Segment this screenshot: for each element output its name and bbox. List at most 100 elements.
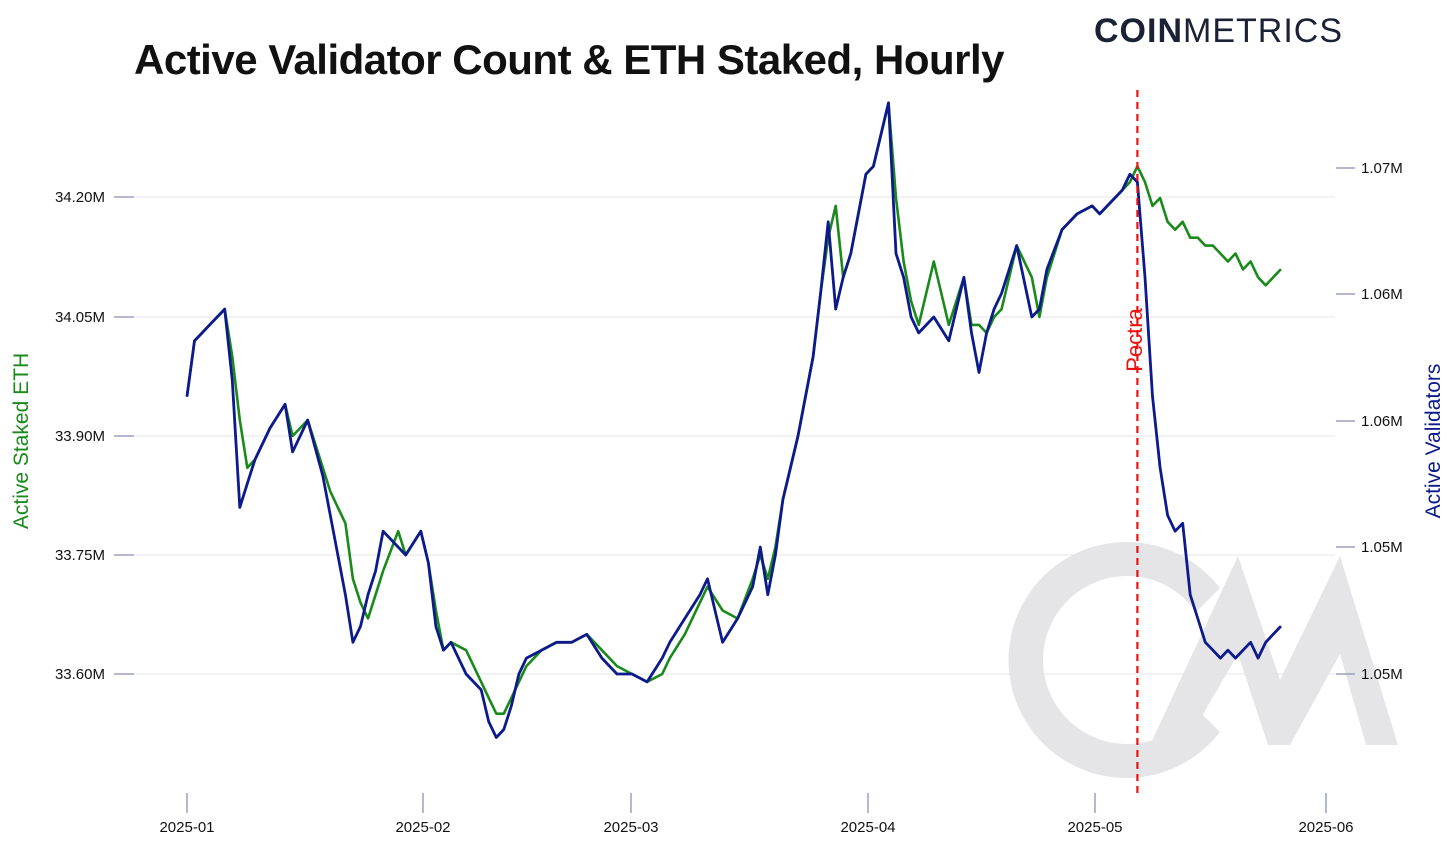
active-validators-point xyxy=(933,316,935,318)
watermark-c-shape xyxy=(1008,542,1220,778)
active-validators-point xyxy=(186,395,188,398)
active-validators-point xyxy=(1000,292,1003,295)
active-validators-point xyxy=(895,252,897,255)
staked-eth-point xyxy=(1000,308,1003,310)
active-validators-point xyxy=(902,276,905,279)
staked-eth-point xyxy=(1129,181,1131,183)
active-validators-point xyxy=(601,657,603,659)
staked-eth-point xyxy=(1257,276,1259,279)
left-y-axis: 33.60M 33.75M 33.90M 34.05M 34.20M Activ… xyxy=(10,189,134,683)
staked-eth-point xyxy=(895,197,897,199)
active-validators-point xyxy=(269,427,271,429)
active-validators-point xyxy=(1264,641,1267,644)
x-tick-label: 2025-05 xyxy=(1067,819,1122,836)
staked-eth-point xyxy=(1227,260,1229,263)
active-validators-point xyxy=(1008,268,1010,271)
active-validators-point xyxy=(910,316,912,318)
active-validators-point xyxy=(1144,276,1146,279)
left-tick-label: 34.05M xyxy=(55,309,105,326)
staked-eth-point xyxy=(1219,252,1222,255)
staked-eth-point xyxy=(699,601,701,604)
active-validators-point xyxy=(759,546,762,548)
active-validators-point xyxy=(1015,244,1018,247)
active-validators-point xyxy=(435,625,437,628)
active-validators-point xyxy=(827,221,829,223)
active-validators-point xyxy=(834,308,837,310)
left-tick-label: 34.20M xyxy=(55,189,105,206)
left-tick-label: 33.60M xyxy=(55,666,105,683)
active-validators-point xyxy=(812,355,814,358)
active-validators-point xyxy=(1098,213,1101,215)
active-validators-point xyxy=(374,570,377,572)
active-validators-point xyxy=(239,506,241,509)
active-validators-point xyxy=(427,562,430,564)
left-tick-label: 33.75M xyxy=(55,547,105,564)
left-axis-title: Active Staked ETH xyxy=(10,353,33,529)
active-validators-point xyxy=(231,379,234,382)
active-validators-point xyxy=(751,585,754,588)
active-validators-point xyxy=(382,530,384,532)
right-tick-label: 1.05M xyxy=(1361,539,1403,556)
active-validators-point xyxy=(404,554,407,556)
logo-coin: COIN xyxy=(1094,12,1183,50)
staked-eth-point xyxy=(1031,276,1033,279)
active-validators-point xyxy=(1159,466,1161,469)
staked-eth-point xyxy=(374,593,377,596)
staked-eth-point xyxy=(1159,197,1161,199)
logo-metrics: METRICS xyxy=(1183,12,1343,50)
active-validators-point xyxy=(1181,522,1184,525)
staked-eth-point xyxy=(993,316,995,318)
active-validators-point xyxy=(254,459,256,461)
staked-eth-point xyxy=(1234,252,1237,255)
active-validators-point xyxy=(367,593,369,596)
active-validators-point xyxy=(646,681,648,683)
active-validators-point xyxy=(1234,657,1237,659)
active-validators-point xyxy=(1189,593,1191,596)
active-validators-point xyxy=(631,673,633,675)
active-validators-point xyxy=(570,641,573,644)
staked-eth-point xyxy=(359,601,362,604)
staked-eth-point xyxy=(397,530,400,532)
pectra-label: Pectra xyxy=(1122,307,1147,371)
staked-eth-point xyxy=(1151,205,1154,207)
active-validators-point xyxy=(669,641,671,644)
active-validators-point xyxy=(1091,205,1093,207)
active-validators-point xyxy=(970,332,973,334)
staked-eth-point xyxy=(669,657,671,659)
active-validators-point xyxy=(193,340,196,342)
active-validators-point xyxy=(518,673,520,675)
staked-eth-point xyxy=(367,617,369,620)
gridlines xyxy=(120,196,1335,675)
staked-eth-point xyxy=(1249,260,1252,263)
x-tick-label: 2025-04 xyxy=(840,819,895,836)
active-validators-point xyxy=(510,704,513,707)
active-validators-point xyxy=(555,641,558,644)
active-validators-line xyxy=(185,101,1282,739)
staked-eth-point xyxy=(767,578,769,580)
active-validators-point xyxy=(1212,649,1214,651)
active-validators-point xyxy=(1257,657,1259,659)
active-validators-point xyxy=(586,633,588,636)
x-tick-label: 2025-06 xyxy=(1298,819,1353,836)
active-validators-point xyxy=(397,546,400,548)
staked-eth-point xyxy=(661,673,663,675)
staked-eth-point xyxy=(684,633,686,636)
staked-eth-point xyxy=(291,435,294,437)
active-validators-point xyxy=(216,316,218,318)
staked-eth-point xyxy=(910,300,912,302)
staked-eth-point xyxy=(1204,244,1207,247)
staked-eth-point xyxy=(902,260,905,263)
active-validators-point xyxy=(1061,228,1063,231)
x-tick-label: 2025-03 xyxy=(603,819,658,836)
active-validators-point xyxy=(465,673,467,675)
right-y-axis: 1.05M 1.05M 1.06M 1.06M 1.07M Active Val… xyxy=(1336,160,1445,683)
right-tick-label: 1.06M xyxy=(1361,286,1403,303)
active-validators-point xyxy=(1076,213,1078,215)
active-validators-point xyxy=(736,617,739,620)
staked-eth-point xyxy=(352,578,354,580)
x-tick-label: 2025-02 xyxy=(395,819,450,836)
right-axis-title: Active Validators xyxy=(1422,364,1445,519)
active-validators-point xyxy=(865,173,867,175)
staked-eth-point xyxy=(329,490,332,493)
staked-eth-point xyxy=(1038,316,1041,318)
